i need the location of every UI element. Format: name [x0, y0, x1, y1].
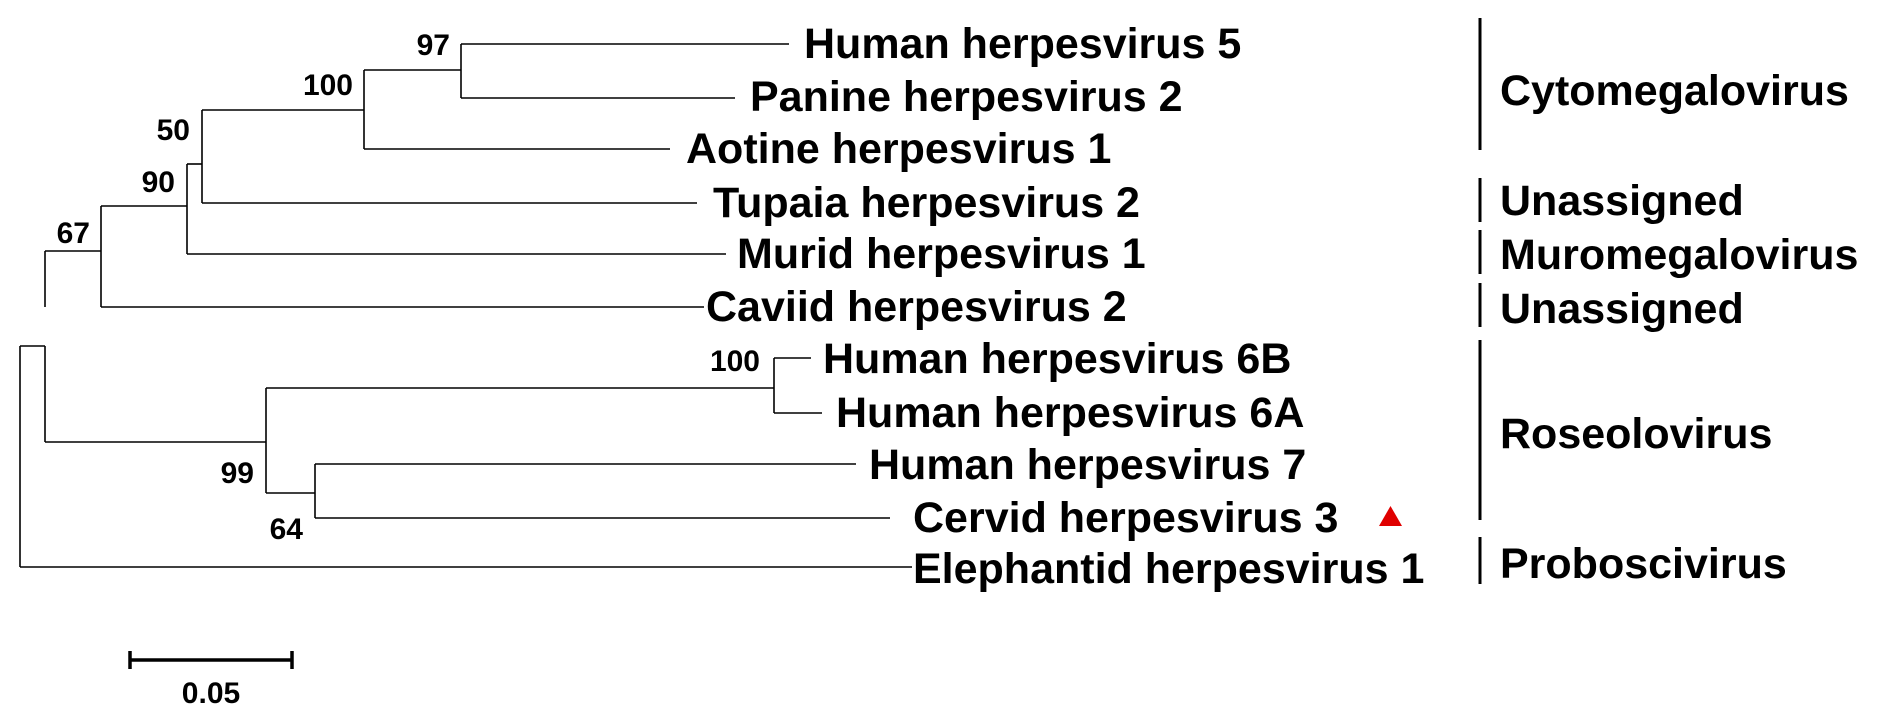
- bootstrap-value-99: 99: [221, 457, 254, 490]
- taxon-elephantid-herpesvirus-1: Elephantid herpesvirus 1: [913, 545, 1424, 593]
- taxon-human-herpesvirus-7: Human herpesvirus 7: [869, 441, 1306, 489]
- genus-label-proboscivirus: Proboscivirus: [1500, 540, 1787, 588]
- genus-labels: Cytomegalovirus Unassigned Muromegalovir…: [1500, 67, 1858, 588]
- genus-label-unassigned-1: Unassigned: [1500, 177, 1744, 225]
- taxon-caviid-herpesvirus-2: Caviid herpesvirus 2: [706, 283, 1127, 331]
- genus-label-unassigned-2: Unassigned: [1500, 285, 1744, 333]
- taxon-panine-herpesvirus-2: Panine herpesvirus 2: [750, 73, 1183, 121]
- bootstrap-value-90: 90: [142, 166, 175, 199]
- tree-branches: [19, 43, 912, 568]
- genus-label-cytomegalovirus: Cytomegalovirus: [1500, 67, 1849, 115]
- taxon-cervid-herpesvirus-3: Cervid herpesvirus 3: [913, 494, 1338, 542]
- scale-bar: 0.05: [128, 651, 294, 710]
- bootstrap-value-100: 100: [303, 69, 353, 102]
- bootstrap-value-67: 67: [57, 217, 90, 250]
- taxon-murid-herpesvirus-1: Murid herpesvirus 1: [737, 230, 1146, 278]
- scale-bar-label: 0.05: [182, 677, 240, 710]
- genus-label-roseolovirus: Roseolovirus: [1500, 410, 1772, 458]
- taxon-aotine-herpesvirus-1: Aotine herpesvirus 1: [686, 125, 1111, 173]
- taxon-labels: Human herpesvirus 5 Panine herpesvirus 2…: [686, 20, 1424, 593]
- taxon-human-herpesvirus-5: Human herpesvirus 5: [804, 20, 1241, 68]
- bootstrap-value-97: 97: [417, 29, 450, 62]
- taxon-human-herpesvirus-6a: Human herpesvirus 6A: [836, 389, 1304, 437]
- taxon-human-herpesvirus-6b: Human herpesvirus 6B: [823, 335, 1291, 383]
- genus-label-muromegalovirus: Muromegalovirus: [1500, 231, 1858, 279]
- bootstrap-value-64: 64: [270, 513, 304, 546]
- triangle-marker-icon: [1379, 506, 1402, 526]
- bootstrap-value-50: 50: [157, 114, 190, 147]
- taxon-tupaia-herpesvirus-2: Tupaia herpesvirus 2: [713, 179, 1140, 227]
- bootstrap-values: 97 100 50 90 67 100 99 64: [57, 29, 760, 546]
- bootstrap-value-100-roseolo: 100: [710, 345, 760, 378]
